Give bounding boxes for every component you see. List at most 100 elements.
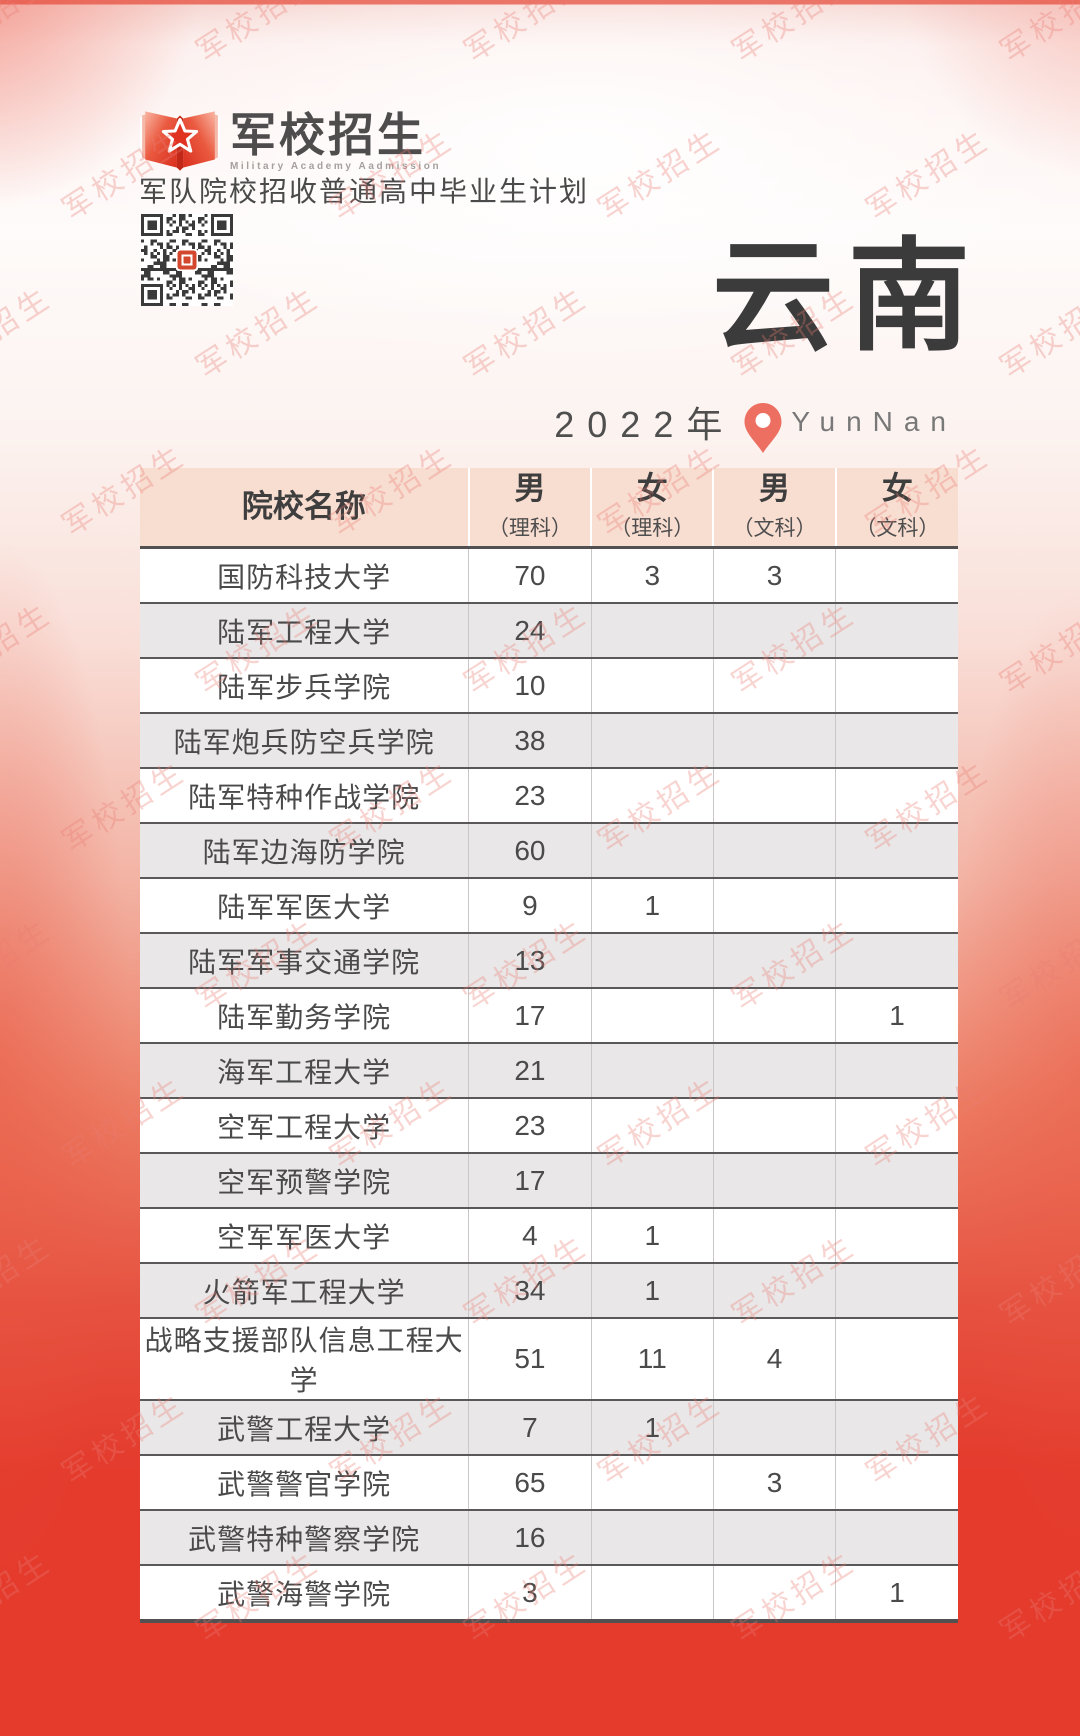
- school-name-cell: 陆军勤务学院: [140, 987, 470, 1043]
- value-cell: [713, 1564, 837, 1623]
- value-cell: 1: [591, 1207, 714, 1263]
- year-label: 2022年: [554, 404, 736, 445]
- value-cell: 11: [591, 1317, 714, 1400]
- value-cell: 9: [468, 877, 592, 933]
- value-cell: 1: [591, 1262, 714, 1318]
- value-cell: [591, 987, 714, 1043]
- location-pin-icon: [743, 402, 783, 454]
- value-cell: [591, 1097, 714, 1153]
- school-name-cell: 陆军步兵学院: [140, 657, 470, 713]
- school-name-cell: 陆军炮兵防空兵学院: [140, 712, 470, 768]
- column-header-1: 男（理科）: [468, 468, 593, 549]
- value-cell: 3: [591, 547, 714, 603]
- table-row: 空军工程大学 23: [140, 1097, 958, 1153]
- value-cell: 3: [713, 547, 837, 603]
- value-cell: [835, 767, 958, 823]
- value-cell: [835, 1207, 958, 1263]
- watermark: 军校招生: [0, 912, 59, 1017]
- value-cell: 17: [468, 987, 592, 1043]
- value-cell: [835, 1097, 958, 1153]
- value-cell: [835, 712, 958, 768]
- value-cell: [835, 1454, 958, 1510]
- column-header-2: 女（理科）: [591, 468, 715, 549]
- qr-code: [141, 214, 233, 306]
- value-cell: 21: [468, 1042, 592, 1098]
- value-cell: [713, 1262, 837, 1318]
- value-cell: [835, 657, 958, 713]
- open-book-star-icon: [138, 106, 222, 172]
- school-name-cell: 武警工程大学: [140, 1399, 470, 1455]
- value-cell: 60: [468, 822, 592, 878]
- value-cell: [713, 602, 837, 658]
- school-name-cell: 武警警官学院: [140, 1454, 470, 1510]
- value-cell: 34: [468, 1262, 592, 1318]
- table-row: 陆军边海防学院 60: [140, 822, 958, 878]
- value-cell: [713, 1042, 837, 1098]
- value-cell: 51: [468, 1317, 592, 1400]
- table-row: 空军军医大学 4 1: [140, 1207, 958, 1263]
- watermark: 军校招生: [0, 1544, 59, 1649]
- value-cell: [835, 1399, 958, 1455]
- value-cell: [713, 657, 837, 713]
- logo-subtitle: Military Academy Aadmission: [230, 161, 442, 172]
- value-cell: [713, 1509, 837, 1565]
- watermark: 军校招生: [458, 280, 595, 385]
- school-name-cell: 陆军边海防学院: [140, 822, 470, 878]
- value-cell: [835, 822, 958, 878]
- table-row: 武警海警学院 3 1: [140, 1564, 958, 1623]
- value-cell: 1: [835, 987, 958, 1043]
- school-name-cell: 陆军军事交通学院: [140, 932, 470, 988]
- value-cell: [591, 1509, 714, 1565]
- watermark: 军校招生: [994, 280, 1080, 385]
- watermark: 军校招生: [994, 0, 1080, 69]
- value-cell: 70: [468, 547, 592, 603]
- table-row: 武警工程大学 7 1: [140, 1399, 958, 1455]
- column-header-0: 院校名称: [140, 468, 470, 549]
- value-cell: 24: [468, 602, 592, 658]
- table-body: 国防科技大学 70 3 3 陆军工程大学 24 陆军步兵学院 10 陆军炮兵防空兵学院 38 陆军特…: [140, 547, 958, 1623]
- value-cell: [591, 1454, 714, 1510]
- value-cell: [835, 1042, 958, 1098]
- school-name-cell: 陆军军医大学: [140, 877, 470, 933]
- value-cell: [713, 987, 837, 1043]
- watermark: 军校招生: [994, 1544, 1080, 1649]
- value-cell: [835, 1152, 958, 1208]
- value-cell: [591, 822, 714, 878]
- value-cell: [713, 822, 837, 878]
- school-name-cell: 武警特种警察学院: [140, 1509, 470, 1565]
- school-name-cell: 空军预警学院: [140, 1152, 470, 1208]
- value-cell: 1: [591, 1399, 714, 1455]
- value-cell: [713, 1399, 837, 1455]
- table-row: 战略支援部队信息工程大学 51 11 4: [140, 1317, 958, 1400]
- value-cell: [713, 932, 837, 988]
- value-cell: [713, 877, 837, 933]
- brand-logo: 军校招生 Military Academy Aadmission: [138, 106, 441, 172]
- province-en-label: YunNan: [791, 406, 957, 437]
- table-row: 火箭军工程大学 34 1: [140, 1262, 958, 1318]
- value-cell: [591, 602, 714, 658]
- table-row: 陆军炮兵防空兵学院 38: [140, 712, 958, 768]
- value-cell: 23: [468, 1097, 592, 1153]
- watermark: 军校招生: [0, 280, 59, 385]
- value-cell: 65: [468, 1454, 592, 1510]
- school-name-cell: 国防科技大学: [140, 547, 470, 603]
- table-header-row: 院校名称男（理科）女（理科）男（文科）女（文科）: [140, 468, 958, 549]
- value-cell: 3: [713, 1454, 837, 1510]
- value-cell: [836, 548, 958, 604]
- column-header-3: 男（文科）: [713, 468, 837, 549]
- watermark: 军校招生: [0, 596, 59, 701]
- value-cell: [713, 1152, 837, 1208]
- value-cell: [835, 602, 958, 658]
- value-cell: 7: [468, 1399, 592, 1455]
- table-row: 海军工程大学 21: [140, 1042, 958, 1098]
- value-cell: 13: [468, 932, 592, 988]
- watermark: 军校招生: [592, 122, 729, 227]
- school-name-cell: 空军军医大学: [140, 1207, 470, 1263]
- school-name-cell: 火箭军工程大学: [140, 1262, 470, 1318]
- value-cell: 10: [468, 657, 592, 713]
- watermark: 军校招生: [726, 0, 863, 69]
- value-cell: [591, 932, 714, 988]
- table-row: 陆军工程大学 24: [140, 602, 958, 658]
- doc-subtitle: 军队院校招收普通高中毕业生计划: [139, 177, 590, 208]
- value-cell: 4: [713, 1317, 837, 1400]
